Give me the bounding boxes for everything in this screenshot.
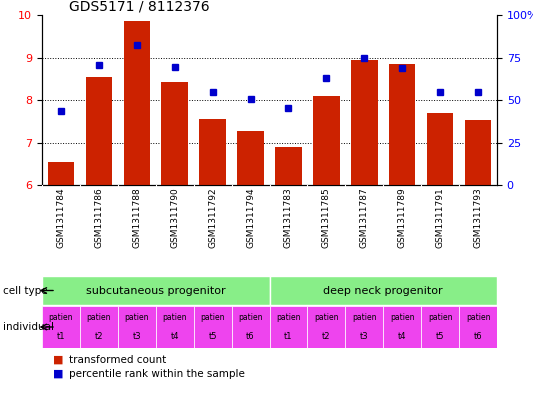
Bar: [193, 306, 231, 348]
Text: GSM1311787: GSM1311787: [360, 188, 369, 248]
Text: patien: patien: [49, 313, 73, 322]
Text: patien: patien: [276, 313, 301, 322]
Bar: [427, 113, 454, 185]
Bar: [161, 82, 188, 185]
Bar: [199, 119, 226, 185]
Text: t6: t6: [474, 332, 482, 341]
Text: deep neck progenitor: deep neck progenitor: [324, 285, 443, 296]
Bar: [313, 96, 340, 185]
Bar: [465, 120, 491, 185]
Text: t1: t1: [284, 332, 293, 341]
Text: t4: t4: [171, 332, 179, 341]
Bar: [389, 64, 416, 185]
Text: GSM1311790: GSM1311790: [170, 188, 179, 248]
Bar: [421, 306, 459, 348]
Bar: [383, 306, 421, 348]
Text: ■: ■: [53, 355, 63, 365]
Bar: [270, 306, 308, 348]
Text: patien: patien: [87, 313, 111, 322]
Bar: [308, 306, 345, 348]
Bar: [275, 147, 302, 185]
Text: t1: t1: [56, 332, 65, 341]
Text: patien: patien: [238, 313, 263, 322]
Bar: [156, 306, 193, 348]
Bar: [118, 306, 156, 348]
Bar: [231, 306, 270, 348]
Text: patien: patien: [200, 313, 225, 322]
Text: t3: t3: [360, 332, 369, 341]
Text: GSM1311794: GSM1311794: [246, 188, 255, 248]
Bar: [86, 77, 112, 185]
Bar: [42, 306, 80, 348]
Bar: [459, 306, 497, 348]
Text: t6: t6: [246, 332, 255, 341]
Text: subcutaneous progenitor: subcutaneous progenitor: [86, 285, 225, 296]
Text: patien: patien: [466, 313, 490, 322]
Bar: [345, 306, 383, 348]
Text: patien: patien: [163, 313, 187, 322]
Text: t5: t5: [208, 332, 217, 341]
Text: t5: t5: [436, 332, 445, 341]
Text: patien: patien: [314, 313, 338, 322]
Text: t3: t3: [133, 332, 141, 341]
Text: GSM1311789: GSM1311789: [398, 188, 407, 248]
Text: percentile rank within the sample: percentile rank within the sample: [69, 369, 245, 379]
Text: GSM1311792: GSM1311792: [208, 188, 217, 248]
Bar: [124, 20, 150, 185]
Text: ■: ■: [53, 369, 63, 379]
Text: patien: patien: [352, 313, 376, 322]
Text: GSM1311791: GSM1311791: [435, 188, 445, 248]
Text: transformed count: transformed count: [69, 355, 166, 365]
Bar: [237, 130, 264, 185]
Text: t4: t4: [398, 332, 407, 341]
Text: patien: patien: [428, 313, 453, 322]
Text: GSM1311786: GSM1311786: [94, 188, 103, 248]
Bar: [80, 306, 118, 348]
Bar: [351, 60, 377, 185]
Text: GDS5171 / 8112376: GDS5171 / 8112376: [69, 0, 209, 13]
Text: GSM1311783: GSM1311783: [284, 188, 293, 248]
Text: GSM1311784: GSM1311784: [56, 188, 66, 248]
Text: individual: individual: [3, 322, 54, 332]
Text: patien: patien: [125, 313, 149, 322]
Text: GSM1311793: GSM1311793: [473, 188, 482, 248]
Text: cell type: cell type: [3, 285, 47, 296]
Text: patien: patien: [390, 313, 415, 322]
Text: GSM1311785: GSM1311785: [322, 188, 331, 248]
Bar: [270, 276, 497, 305]
Text: t2: t2: [322, 332, 330, 341]
Text: t2: t2: [95, 332, 103, 341]
Text: GSM1311788: GSM1311788: [132, 188, 141, 248]
Bar: [42, 276, 270, 305]
Bar: [47, 162, 74, 185]
